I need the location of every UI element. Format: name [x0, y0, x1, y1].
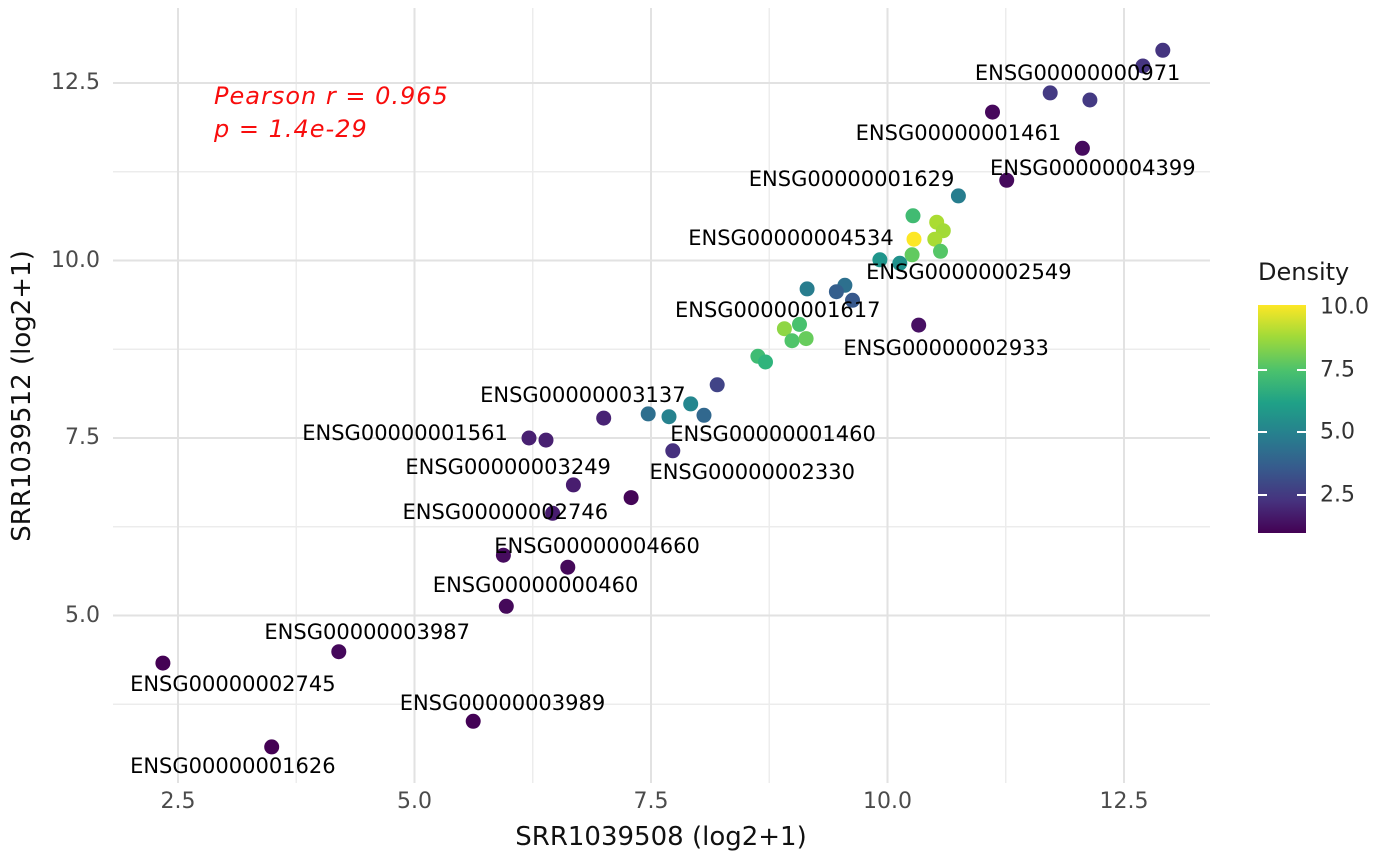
y-axis-tick-label: 10.0 — [51, 247, 100, 273]
gene-label: ENSG00000002745 — [130, 671, 336, 696]
y-axis-tick-label: 12.5 — [51, 70, 100, 95]
x-axis-tick-label: 7.5 — [633, 789, 669, 814]
legend-tick-mark — [1258, 368, 1267, 371]
gene-label: ENSG00000003249 — [405, 455, 611, 480]
data-point — [1082, 92, 1098, 108]
gene-label: ENSG00000001460 — [670, 421, 876, 446]
gene-label: ENSG00000001617 — [674, 298, 881, 323]
data-point — [331, 644, 347, 660]
data-point — [596, 410, 612, 426]
data-point — [709, 377, 725, 393]
data-point — [950, 188, 966, 204]
x-axis-tick-label: 12.5 — [1099, 789, 1149, 814]
legend-tick-mark — [1297, 494, 1306, 497]
data-point — [927, 231, 943, 247]
data-point — [828, 284, 844, 300]
data-point — [521, 430, 537, 446]
legend-tick-label: 7.5 — [1320, 357, 1355, 383]
legend-tick-label: 10.0 — [1320, 294, 1369, 320]
data-point — [798, 331, 814, 347]
data-point — [904, 247, 920, 263]
legend-tick-mark — [1258, 494, 1267, 497]
data-point — [623, 490, 639, 506]
data-point — [696, 407, 712, 423]
legend-tick-mark — [1297, 431, 1306, 434]
gene-label: ENSG00000000971 — [974, 61, 1181, 86]
data-point — [1074, 140, 1090, 156]
data-point — [792, 316, 807, 332]
legend-title: Density — [1258, 258, 1350, 286]
data-point — [784, 333, 800, 349]
data-point — [933, 243, 948, 259]
y-axis-tick-label: 5.0 — [65, 602, 100, 628]
pvalue-annotation: p = 1.4e-29 — [214, 115, 368, 143]
data-point — [683, 396, 699, 412]
data-point — [905, 208, 921, 224]
gene-label: ENSG00000001629 — [748, 166, 955, 191]
data-point — [498, 598, 514, 614]
data-point — [845, 292, 860, 308]
data-point — [872, 252, 888, 268]
pearson-annotation: Pearson r = 0.965 — [214, 82, 449, 110]
data-point — [758, 354, 773, 370]
gene-label: ENSG00000002549 — [866, 259, 1072, 284]
data-point — [264, 739, 280, 755]
data-point — [911, 317, 927, 333]
gene-label: ENSG00000004660 — [494, 533, 700, 558]
data-point — [906, 231, 922, 247]
data-point — [799, 281, 815, 297]
x-axis-title: SRR1039508 (log2+1) — [515, 822, 807, 852]
data-point — [565, 477, 581, 493]
data-point — [665, 443, 681, 459]
data-point — [538, 432, 554, 448]
data-point — [155, 655, 171, 671]
data-point — [985, 104, 1000, 120]
data-point — [661, 409, 677, 425]
gene-label: ENSG00000004399 — [990, 156, 1196, 181]
x-axis-tick-label: 2.5 — [160, 789, 196, 814]
legend-colorbar — [1258, 305, 1306, 533]
gene-label: ENSG00000002933 — [843, 335, 1049, 360]
gene-label: ENSG00000000460 — [432, 572, 639, 597]
x-axis-tick-label: 10.0 — [863, 789, 912, 814]
density-legend: Density 10.0 7.5 5.0 2.5 — [1240, 258, 1400, 558]
legend-tick-mark — [1258, 431, 1267, 434]
gene-label: ENSG00000001561 — [302, 421, 508, 446]
gene-label: ENSG00000003137 — [480, 382, 686, 407]
data-point — [560, 559, 576, 575]
data-point — [1155, 42, 1171, 58]
y-axis-title: SRR1039512 (log2+1) — [7, 250, 37, 542]
gene-label: ENSG00000002746 — [402, 499, 609, 524]
gene-label: ENSG00000002330 — [649, 460, 855, 485]
legend-tick-label: 2.5 — [1320, 482, 1355, 508]
gene-label: ENSG00000004534 — [688, 225, 894, 250]
data-point — [465, 713, 481, 729]
gene-label: ENSG00000003989 — [399, 690, 606, 715]
legend-tick-mark — [1297, 368, 1306, 371]
data-point — [892, 255, 908, 271]
gene-label: ENSG00000003987 — [264, 619, 470, 644]
x-axis-tick-label: 5.0 — [397, 789, 432, 814]
data-point — [776, 321, 792, 337]
gene-label: ENSG00000001626 — [130, 754, 336, 779]
y-axis-tick-label: 7.5 — [65, 425, 100, 450]
gene-label: ENSG00000001461 — [855, 120, 1062, 145]
data-point — [640, 406, 656, 422]
data-point — [495, 547, 511, 563]
data-point — [545, 505, 561, 521]
legend-tick-label: 5.0 — [1320, 419, 1355, 445]
data-point — [1135, 58, 1151, 74]
data-point — [999, 172, 1015, 188]
data-point — [1042, 85, 1058, 101]
